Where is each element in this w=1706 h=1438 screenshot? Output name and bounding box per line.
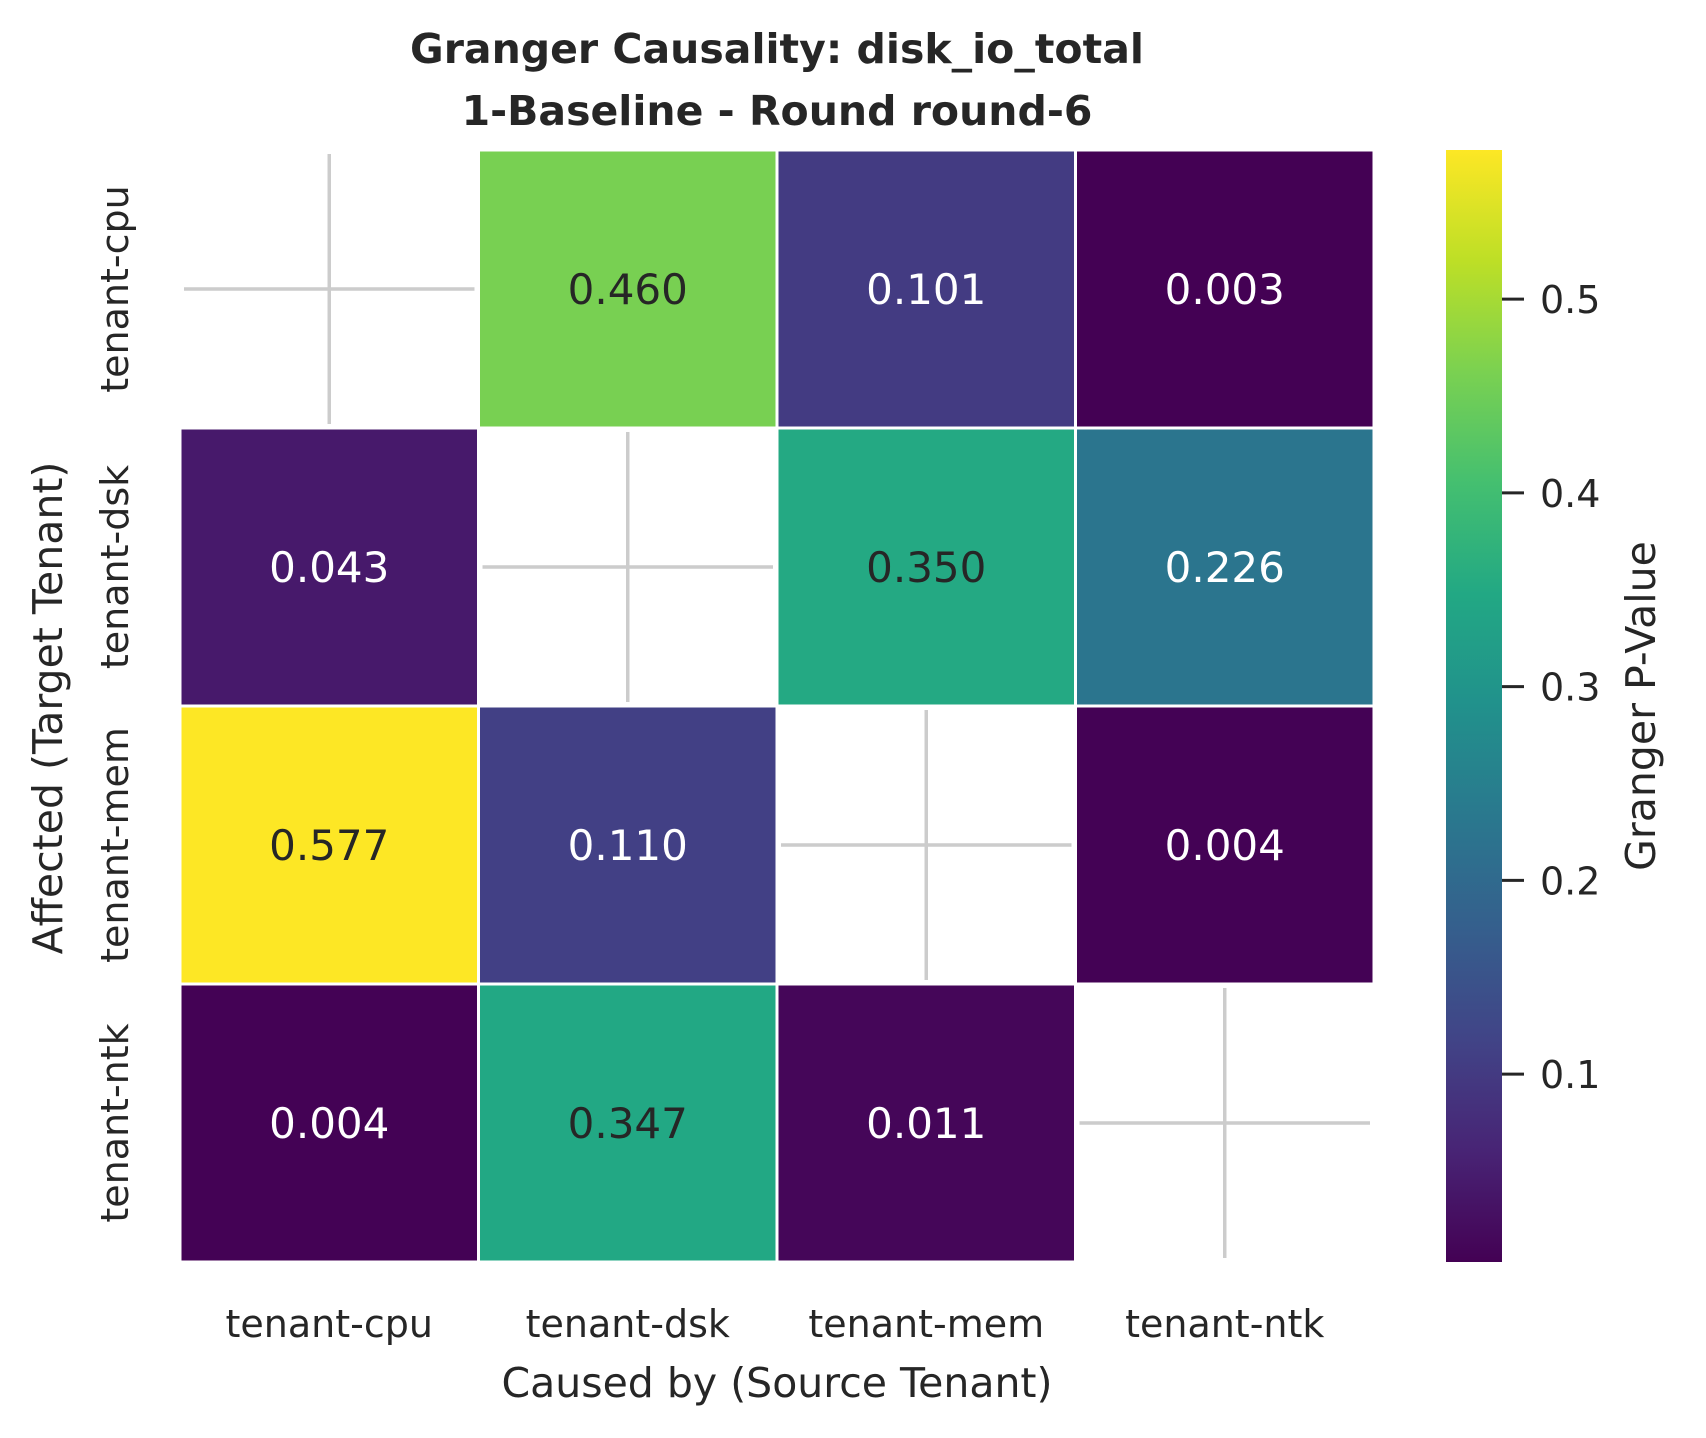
x-tick-label: tenant-ntk — [1125, 1302, 1324, 1346]
heatmap-cell — [775, 982, 1077, 1264]
heatmap-cell — [477, 148, 779, 430]
x-tick-labels: tenant-cpu tenant-dsk tenant-mem tenant-ntk — [226, 1302, 1325, 1346]
x-tick-label: tenant-dsk — [526, 1302, 730, 1346]
cell-value-label: 0.101 — [866, 265, 986, 314]
colorbar-gradient — [1446, 150, 1502, 1262]
cell-value-label: 0.577 — [269, 821, 389, 870]
cell-value-label: 0.011 — [866, 1099, 986, 1148]
colorbar-tick-label: 0.3 — [1540, 666, 1600, 710]
colorbar-tick-label: 0.2 — [1540, 859, 1600, 903]
cell-value-label: 0.460 — [568, 265, 688, 314]
x-tick-label: tenant-mem — [808, 1302, 1044, 1346]
y-tick-label: tenant-mem — [93, 727, 137, 963]
heatmap-cells: 0.460 0.101 0.003 0.043 0.350 0.226 0.577 0.110… — [178, 148, 1376, 1264]
cell-value-label: 0.003 — [1165, 265, 1285, 314]
x-tick-label: tenant-cpu — [226, 1302, 433, 1346]
y-tick-label: tenant-ntk — [93, 1023, 137, 1222]
cell-value-label: 0.110 — [568, 821, 688, 870]
chart-title-line2: 1-Baseline - Round round-6 — [462, 87, 1093, 135]
colorbar: 0.1 0.2 0.3 0.4 0.5 Granger P-Value — [1446, 150, 1665, 1262]
y-tick-label: tenant-cpu — [93, 185, 137, 392]
heatmap-cell — [477, 982, 779, 1264]
colorbar-label: Granger P-Value — [1617, 541, 1665, 871]
heatmap-cell — [775, 148, 1077, 430]
heatmap-cell — [1074, 148, 1376, 430]
heatmap-cell — [477, 704, 779, 986]
heatmap-cell — [1074, 704, 1376, 986]
heatmap-cell — [775, 426, 1077, 708]
cell-value-label: 0.004 — [269, 1099, 389, 1148]
cell-value-label: 0.226 — [1165, 543, 1285, 592]
y-axis-label: Affected (Target Tenant) — [24, 462, 72, 955]
colorbar-tick-label: 0.4 — [1540, 472, 1600, 516]
colorbar-tick-label: 0.5 — [1540, 278, 1600, 322]
heatmap-cell — [178, 426, 480, 708]
y-tick-label: tenant-dsk — [93, 465, 137, 669]
cell-value-label: 0.004 — [1165, 821, 1285, 870]
x-axis-label: Caused by (Source Tenant) — [501, 1359, 1052, 1407]
y-tick-labels: tenant-cpu tenant-dsk tenant-mem tenant-ntk — [93, 185, 137, 1222]
colorbar-tick-label: 0.1 — [1540, 1053, 1600, 1097]
chart-title-line1: Granger Causality: disk_io_total — [410, 25, 1144, 73]
heatmap-cell — [178, 982, 480, 1264]
cell-value-label: 0.347 — [568, 1099, 688, 1148]
cell-value-label: 0.043 — [269, 543, 389, 592]
cell-value-label: 0.350 — [866, 543, 986, 592]
colorbar-ticks: 0.1 0.2 0.3 0.4 0.5 — [1502, 278, 1600, 1097]
heatmap-cell — [1074, 426, 1376, 708]
